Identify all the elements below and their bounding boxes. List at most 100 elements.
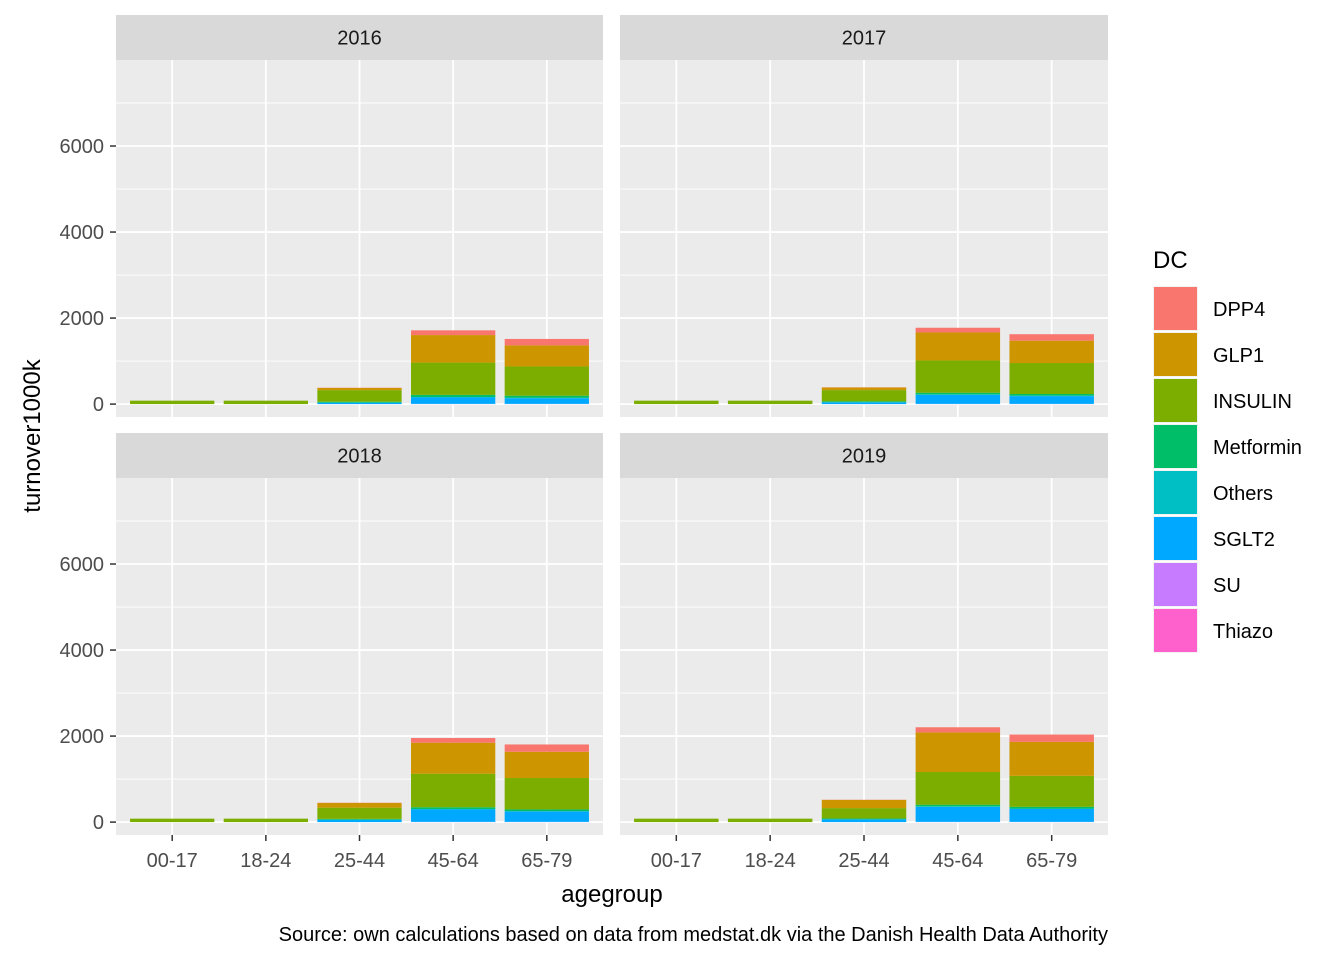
bar-2018-45-64-sglt2	[411, 809, 496, 822]
x-tick-label: 18-24	[745, 850, 796, 872]
bar-2019-65-79-insulin	[1009, 775, 1094, 807]
bar-2016-25-44-sglt2	[317, 402, 402, 405]
bar-2019-45-64-metformin	[915, 804, 1001, 807]
bar-2016-45-64-glp1	[411, 335, 496, 363]
legend-swatch	[1154, 609, 1197, 652]
legend-item-glp1: GLP1	[1153, 332, 1264, 377]
legend-label: DPP4	[1213, 299, 1265, 321]
x-tick-label: 45-64	[932, 850, 983, 872]
bar-2018-18-24-insulin	[223, 818, 308, 823]
x-tick-label: 00-17	[651, 850, 702, 872]
bar-2018-65-79-sglt2	[504, 811, 589, 822]
bar-2017-45-64-glp1	[915, 332, 1001, 361]
bar-2018-65-79-insulin	[504, 778, 589, 810]
legend-swatch	[1154, 425, 1197, 468]
legend-item-metformin: Metformin	[1153, 424, 1302, 469]
legend-item-su: SU	[1153, 562, 1241, 607]
legend-label: GLP1	[1213, 345, 1264, 367]
facet-panel-2019: 2019	[620, 433, 1108, 835]
legend-swatch	[1154, 333, 1197, 376]
bar-2018-00-17-insulin	[130, 818, 215, 823]
bar-2017-65-79-metformin	[1009, 393, 1094, 396]
bar-2017-25-44-metformin	[821, 401, 907, 403]
x-tick-label: 65-79	[521, 850, 572, 872]
legend-title: DC	[1153, 247, 1188, 274]
bar-2019-65-79-glp1	[1009, 741, 1094, 776]
legend-label: SGLT2	[1213, 529, 1275, 551]
legend-items: DPP4 GLP1 INSULIN Metformin Others SGLT2 SU Thi…	[1153, 286, 1302, 653]
y-tick-label: 4000	[60, 222, 105, 244]
bar-2018-65-79-dpp4	[504, 744, 589, 752]
y-axis-title: turnover1000k	[19, 358, 46, 512]
bar-2018-45-64-glp1	[411, 742, 496, 774]
legend-label: INSULIN	[1213, 391, 1292, 413]
legend-label: Thiazo	[1213, 621, 1273, 643]
facet-strip-label-2017: 2017	[842, 28, 887, 50]
bar-2017-45-64-dpp4	[915, 327, 1001, 333]
x-tick-label: 25-44	[334, 850, 385, 872]
bar-2018-25-44-glp1	[317, 802, 402, 808]
legend-swatch	[1154, 563, 1197, 606]
bar-2019-45-64-insulin	[915, 771, 1001, 805]
x-tick-label: 25-44	[838, 850, 889, 872]
bar-2016-25-44-glp1	[317, 387, 402, 391]
bar-2016-65-79-insulin	[504, 366, 589, 396]
facet-panel-2016: 2016	[116, 15, 603, 417]
bar-2016-45-64-dpp4	[411, 330, 496, 336]
bar-2017-65-79-insulin	[1009, 363, 1094, 394]
bar-2016-65-79-glp1	[504, 345, 589, 367]
bar-2016-65-79-dpp4	[504, 338, 589, 346]
y-tick-label: 6000	[60, 136, 105, 158]
bar-2019-00-17-insulin	[634, 818, 719, 823]
bar-2018-25-44-metformin	[317, 818, 402, 820]
bar-2017-45-64-insulin	[915, 360, 1001, 393]
facet-strip-2018	[116, 433, 603, 478]
bar-2016-65-79-sglt2	[504, 398, 589, 404]
bar-2018-25-44-insulin	[317, 807, 402, 819]
legend-swatch	[1154, 287, 1197, 330]
bar-2017-25-44-insulin	[821, 390, 907, 402]
bar-2016-25-44-insulin	[317, 390, 402, 402]
legend-swatch	[1154, 379, 1197, 422]
facet-panels: 2016 2017 2018 2019	[116, 15, 1108, 835]
y-tick-label: 4000	[60, 640, 105, 662]
bar-2017-45-64-sglt2	[915, 394, 1001, 404]
x-tick-label: 00-17	[147, 850, 198, 872]
y-tick-label: 2000	[60, 308, 105, 330]
x-tick-label: 65-79	[1026, 850, 1077, 872]
legend-swatch	[1154, 471, 1197, 514]
bar-2017-00-17-insulin	[634, 400, 719, 405]
x-tick-label: 45-64	[428, 850, 479, 872]
bar-2017-65-79-dpp4	[1009, 334, 1094, 341]
bar-2018-65-79-metformin	[504, 809, 589, 812]
legend-item-dpp4: DPP4	[1153, 286, 1265, 331]
bar-2018-45-64-dpp4	[411, 738, 496, 743]
bar-2019-25-44-insulin	[821, 808, 907, 819]
x-axes: 00-17 18-24 25-44 45-64 65-79 00-17 18-24 25-44…	[147, 835, 1077, 872]
bar-2016-25-44-metformin	[317, 401, 402, 403]
bar-2019-45-64-glp1	[915, 732, 1001, 772]
bar-2018-65-79-glp1	[504, 751, 589, 779]
bar-2019-25-44-metformin	[821, 818, 907, 820]
bar-2016-45-64-metformin	[411, 394, 496, 397]
bar-2018-45-64-insulin	[411, 773, 496, 808]
bar-2019-65-79-dpp4	[1009, 734, 1094, 742]
bar-2016-45-64-sglt2	[411, 397, 496, 404]
bar-2016-65-79-metformin	[504, 395, 589, 398]
bar-2019-65-79-metformin	[1009, 806, 1094, 809]
bar-2017-25-44-sglt2	[821, 402, 907, 405]
facet-strip-label-2016: 2016	[337, 28, 382, 50]
facet-panel-2018: 2018	[116, 433, 603, 835]
bar-2017-18-24-insulin	[727, 400, 813, 405]
legend-label: Others	[1213, 483, 1273, 505]
legend-item-insulin: INSULIN	[1153, 378, 1292, 423]
bar-2018-25-44-sglt2	[317, 819, 402, 823]
x-tick-label: 18-24	[240, 850, 291, 872]
y-tick-label: 0	[93, 394, 104, 416]
legend-label: Metformin	[1213, 437, 1302, 459]
legend-item-thiazo: Thiazo	[1153, 608, 1273, 653]
legend-label: SU	[1213, 575, 1241, 597]
bar-2016-00-17-insulin	[130, 400, 215, 405]
bar-2017-45-64-metformin	[915, 392, 1001, 395]
